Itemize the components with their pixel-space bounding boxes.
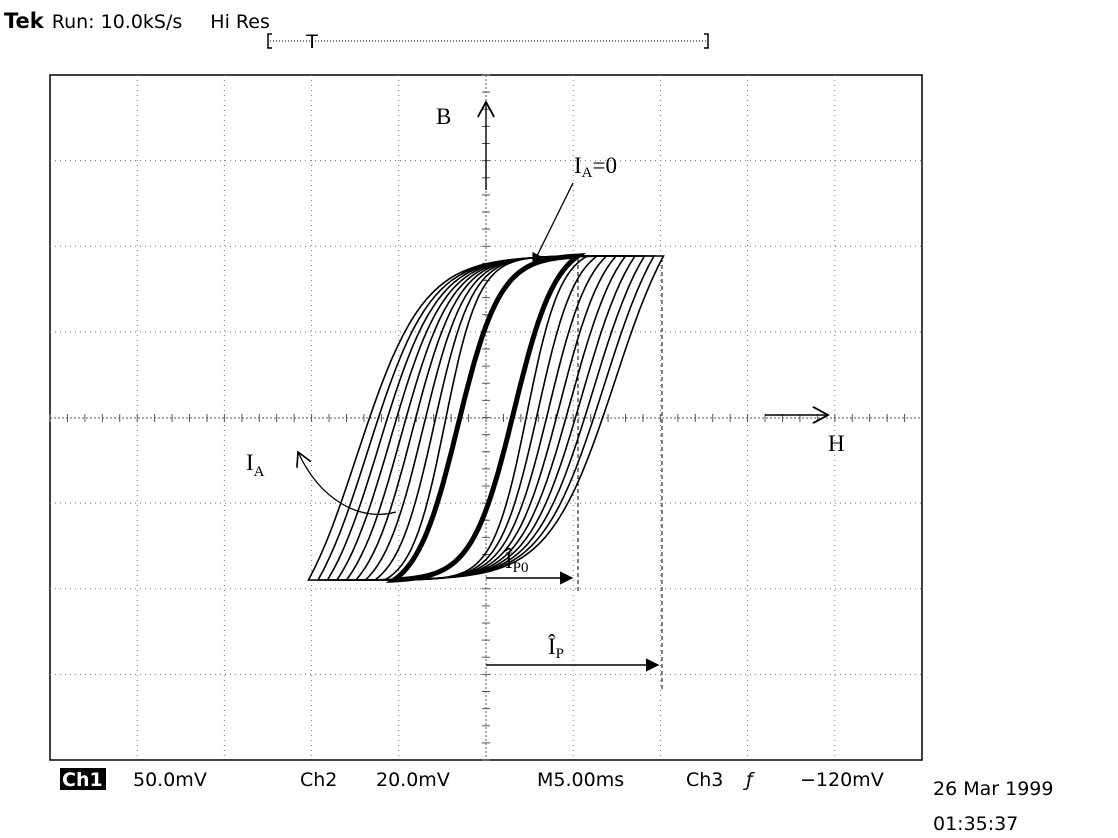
header: Tek Run: 10.0kS/s Hi Res [4, 9, 270, 33]
ip-sub: P [556, 646, 564, 662]
time: 01:35:37 [933, 813, 1018, 835]
timebase: M5.00ms [537, 769, 624, 791]
ia-zero-label: IA=0 [574, 153, 617, 181]
run-status: Run: 10.0kS/s [52, 11, 183, 33]
ch2-scale: 20.0mV [376, 769, 450, 791]
ia-sub: A [254, 464, 265, 480]
ip-label: ÎP [548, 634, 564, 662]
ia-zero-main: I [574, 153, 582, 178]
ip0-sub: P0 [513, 560, 529, 576]
trigger-slope: ƒ [743, 769, 755, 791]
trigger-level: −120mV [800, 769, 884, 791]
ch3: Ch3 [686, 769, 723, 791]
date: 26 Mar 1999 [933, 778, 1053, 800]
scope-screen: TekRun: 10.0kS/sHi Res T B H IA=0 IA ÎP0… [0, 0, 1118, 838]
acquisition: Hi Res [210, 11, 270, 33]
ia-zero-sub: A [582, 165, 593, 181]
b-axis-label: B [436, 104, 451, 129]
ch1-scale: 50.0mV [133, 769, 207, 791]
trigger-marker: T [305, 31, 318, 53]
ch1: Ch1 [62, 769, 103, 791]
ia-zero-pointer [533, 183, 573, 264]
h-axis-label: H [828, 431, 845, 456]
ia-main: I [246, 450, 254, 475]
brand: Tek [4, 9, 45, 33]
ia-label: IA [246, 450, 265, 480]
ch2: Ch2 [300, 769, 337, 791]
ia-zero-suffix: =0 [593, 153, 617, 178]
